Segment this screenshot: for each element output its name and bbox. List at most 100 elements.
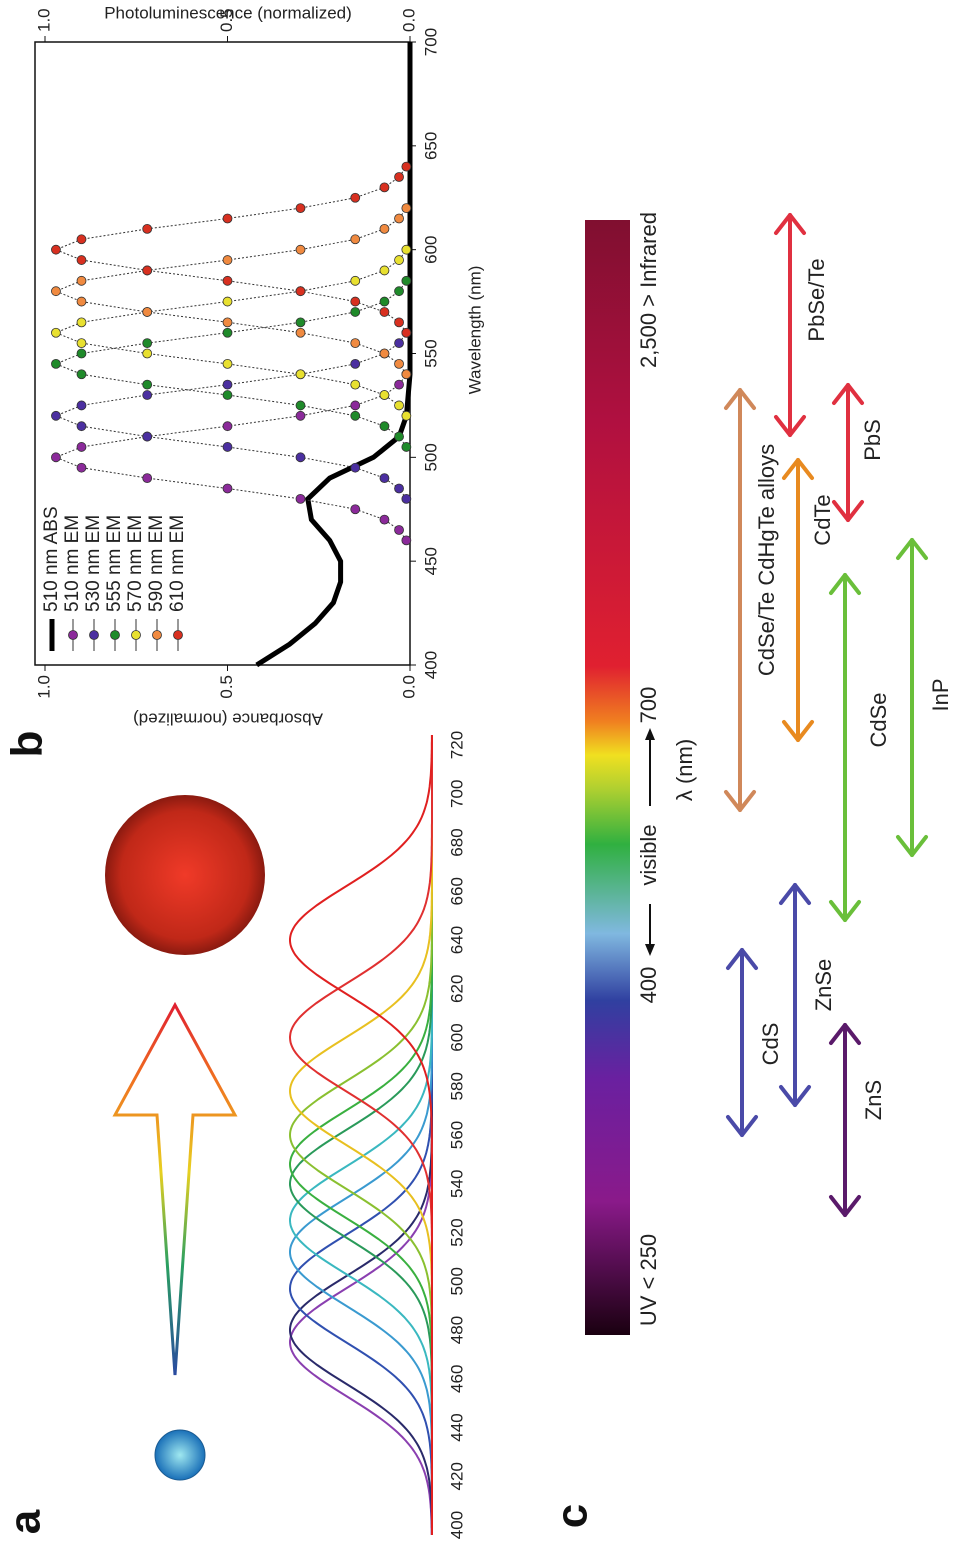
data-point bbox=[51, 453, 60, 462]
data-point bbox=[77, 442, 86, 451]
rotated-figure: a b c UV < 250 400 visible 700 2,500 > I… bbox=[1, 3, 953, 1539]
legend-label: 610 nm EM bbox=[167, 515, 188, 612]
data-point bbox=[380, 349, 389, 358]
data-point bbox=[223, 318, 232, 327]
visible-label: visible bbox=[636, 824, 661, 885]
data-point bbox=[395, 380, 404, 389]
data-point bbox=[223, 442, 232, 451]
data-point bbox=[380, 515, 389, 524]
data-point bbox=[143, 432, 152, 441]
data-point bbox=[77, 235, 86, 244]
data-point bbox=[143, 266, 152, 275]
x-tick-label: 560 bbox=[447, 1121, 466, 1149]
data-point bbox=[223, 359, 232, 368]
material-label: ZnSe bbox=[811, 959, 836, 1012]
data-point bbox=[351, 193, 360, 202]
page: {"chart_data": [ {"type": "curves", "pan… bbox=[0, 0, 957, 1544]
data-point bbox=[77, 422, 86, 431]
spectrum-tick: 700 bbox=[636, 687, 661, 724]
x-tick-label: 500 bbox=[447, 1267, 466, 1295]
material-label: PbSe/Te bbox=[804, 258, 829, 341]
x-tick-label: 460 bbox=[447, 1365, 466, 1393]
material-label: CdS bbox=[758, 1023, 783, 1066]
data-point bbox=[77, 401, 86, 410]
data-point bbox=[77, 370, 86, 379]
data-point bbox=[77, 256, 86, 265]
data-point bbox=[296, 453, 305, 462]
data-point bbox=[296, 370, 305, 379]
legend-label: 510 nm ABS bbox=[41, 506, 62, 612]
legend-label: 530 nm EM bbox=[83, 515, 104, 612]
x-tick-label: 600 bbox=[421, 235, 440, 263]
small-dot bbox=[155, 1430, 205, 1480]
emission-curve bbox=[290, 735, 432, 1535]
data-point bbox=[402, 536, 411, 545]
data-point bbox=[395, 214, 404, 223]
data-point bbox=[296, 287, 305, 296]
legend-label: 510 nm EM bbox=[62, 515, 83, 612]
data-point bbox=[223, 276, 232, 285]
emission-curve bbox=[290, 735, 432, 1535]
data-point bbox=[380, 297, 389, 306]
data-point bbox=[395, 359, 404, 368]
material-label: ZnS bbox=[861, 1080, 886, 1120]
data-point bbox=[395, 339, 404, 348]
panel-label: a bbox=[1, 1509, 50, 1534]
data-point bbox=[51, 245, 60, 254]
data-point bbox=[351, 359, 360, 368]
emission-curve bbox=[290, 735, 432, 1535]
data-point bbox=[380, 183, 389, 192]
material-label: CdSe/Te CdHgTe alloys bbox=[754, 444, 779, 676]
data-point bbox=[296, 401, 305, 410]
data-point bbox=[51, 328, 60, 337]
data-point bbox=[77, 463, 86, 472]
emission-curve bbox=[290, 735, 432, 1535]
emission-curve bbox=[290, 735, 432, 1535]
data-point bbox=[296, 204, 305, 213]
data-point bbox=[223, 214, 232, 223]
data-point bbox=[296, 494, 305, 503]
data-point bbox=[380, 266, 389, 275]
x-axis-title: Wavelength (nm) bbox=[465, 266, 484, 395]
data-point bbox=[143, 224, 152, 233]
panel-label: b bbox=[3, 731, 52, 758]
data-point bbox=[380, 307, 389, 316]
legend-label: 570 nm EM bbox=[125, 515, 146, 612]
x-tick-label: 520 bbox=[447, 1218, 466, 1246]
material-label: PbS bbox=[860, 419, 885, 461]
data-point bbox=[296, 328, 305, 337]
legend-marker bbox=[69, 631, 78, 640]
legend-marker bbox=[132, 631, 141, 640]
data-point bbox=[351, 401, 360, 410]
x-tick-label: 540 bbox=[447, 1170, 466, 1198]
emission-curve bbox=[290, 735, 432, 1535]
x-tick-label: 550 bbox=[421, 339, 440, 367]
data-point bbox=[143, 391, 152, 400]
x-tick-label: 600 bbox=[447, 1023, 466, 1051]
data-point bbox=[351, 297, 360, 306]
legend-label: 555 nm EM bbox=[104, 515, 125, 612]
data-point bbox=[351, 505, 360, 514]
data-point bbox=[395, 172, 404, 181]
data-point bbox=[223, 328, 232, 337]
emission-curve bbox=[290, 735, 432, 1535]
x-tick-label: 660 bbox=[447, 877, 466, 905]
data-point bbox=[395, 526, 404, 535]
data-point bbox=[402, 162, 411, 171]
x-tick-label: 450 bbox=[421, 547, 440, 575]
y2-tick-label: 0.0 bbox=[399, 8, 418, 32]
emission-curve bbox=[290, 735, 432, 1535]
infrared-label: 2,500 > Infrared bbox=[636, 212, 661, 368]
y-axis-title: Absorbance (normalized) bbox=[133, 710, 323, 729]
data-point bbox=[223, 391, 232, 400]
data-point bbox=[51, 411, 60, 420]
data-point bbox=[380, 391, 389, 400]
data-point bbox=[351, 235, 360, 244]
data-point bbox=[351, 411, 360, 420]
data-point bbox=[351, 307, 360, 316]
data-point bbox=[351, 339, 360, 348]
x-tick-label: 680 bbox=[447, 828, 466, 856]
x-tick-label: 700 bbox=[421, 28, 440, 56]
figure: a b c UV < 250 400 visible 700 2,500 > I… bbox=[0, 0, 957, 1544]
legend-marker bbox=[111, 631, 120, 640]
